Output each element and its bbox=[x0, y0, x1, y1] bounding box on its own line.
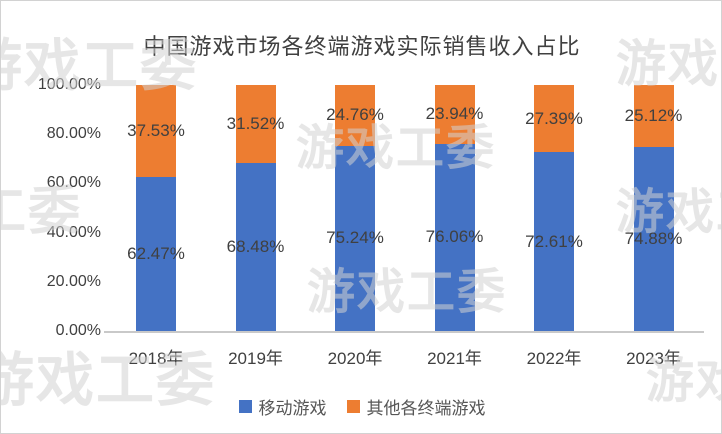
legend-item-other: 其他各终端游戏 bbox=[346, 394, 486, 419]
bar-segment-other bbox=[136, 85, 176, 178]
legend-label: 其他各终端游戏 bbox=[366, 399, 486, 418]
bar-segment-other bbox=[534, 85, 574, 153]
chart-title: 中国游戏市场各终端游戏实际销售收入占比 bbox=[143, 34, 581, 59]
legend-swatch-icon bbox=[238, 400, 252, 413]
x-tick-label: 2019年 bbox=[228, 349, 283, 368]
bar-segment-mobile bbox=[136, 177, 176, 331]
x-tick-label: 2022年 bbox=[526, 349, 582, 368]
data-label-mobile: 75.24% bbox=[326, 228, 384, 248]
data-label-mobile: 76.06% bbox=[425, 227, 484, 247]
y-tick-label: 80.00% bbox=[46, 125, 101, 143]
bar-segment-other bbox=[434, 85, 475, 144]
legend-swatch-icon bbox=[346, 400, 360, 413]
data-label-other: 31.52% bbox=[226, 113, 285, 133]
x-axis-line bbox=[104, 331, 704, 333]
bar-segment-mobile bbox=[633, 146, 674, 331]
y-tick-label: 40.00% bbox=[46, 223, 101, 241]
bar-segment-mobile bbox=[534, 152, 574, 331]
data-label-other: 37.53% bbox=[127, 121, 185, 141]
data-label-other: 23.94% bbox=[425, 104, 484, 124]
bar-segment-mobile bbox=[235, 162, 276, 331]
bar-segment-other bbox=[335, 85, 375, 146]
data-label-other: 27.39% bbox=[525, 108, 583, 128]
bar-segment-mobile bbox=[335, 145, 375, 331]
data-label-other: 25.12% bbox=[624, 105, 683, 125]
bar-segment-mobile bbox=[434, 143, 475, 331]
y-tick-label: 60.00% bbox=[46, 174, 101, 192]
data-label-mobile: 68.48% bbox=[226, 236, 285, 256]
y-tick-label: 100.00% bbox=[37, 76, 101, 93]
x-tick-label: 2020年 bbox=[327, 349, 383, 368]
x-tick-label: 2023年 bbox=[626, 349, 681, 368]
legend-item-mobile: 移动游戏 bbox=[238, 394, 327, 419]
data-label-mobile: 62.47% bbox=[127, 244, 185, 264]
data-label-mobile: 74.88% bbox=[624, 228, 683, 248]
plot-area bbox=[116, 85, 706, 331]
y-tick-label: 0.00% bbox=[55, 322, 101, 339]
y-tick-label: 20.00% bbox=[46, 272, 101, 290]
data-label-mobile: 72.61% bbox=[525, 231, 583, 251]
legend: 移动游戏 其他各终端游戏 bbox=[1, 394, 721, 419]
data-label-other: 24.76% bbox=[326, 105, 384, 125]
bar-segment-other bbox=[235, 85, 276, 163]
bar-segment-other bbox=[633, 85, 674, 147]
x-tick-label: 2018年 bbox=[128, 349, 184, 368]
x-tick-label: 2021年 bbox=[427, 349, 482, 368]
legend-label: 移动游戏 bbox=[258, 399, 327, 418]
